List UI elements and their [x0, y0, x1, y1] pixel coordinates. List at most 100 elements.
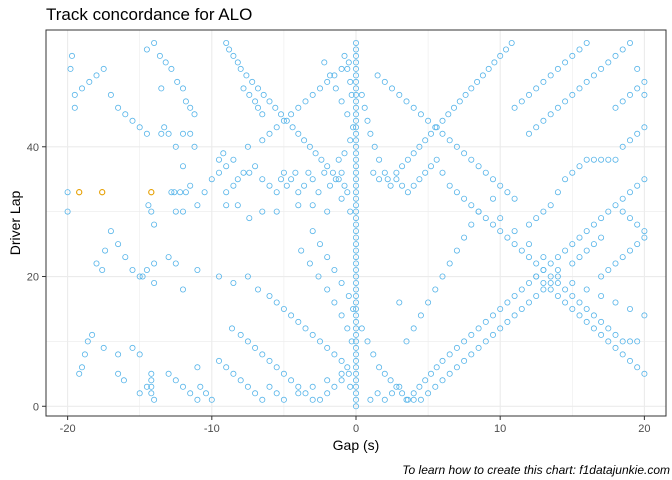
data-point	[215, 357, 222, 364]
data-point	[461, 150, 468, 157]
data-point	[295, 189, 302, 196]
data-point	[338, 169, 345, 176]
data-point	[266, 357, 273, 364]
data-point	[338, 357, 345, 364]
data-point	[352, 137, 359, 144]
data-point	[306, 143, 313, 150]
data-point	[179, 130, 186, 137]
data-point	[425, 117, 432, 124]
data-point	[453, 189, 460, 196]
data-point	[367, 130, 374, 137]
data-point	[627, 137, 634, 144]
data-point	[352, 305, 359, 312]
data-point	[511, 195, 518, 202]
data-point	[288, 377, 295, 384]
data-point	[518, 286, 525, 293]
data-point	[352, 78, 359, 85]
data-point	[283, 117, 290, 124]
data-point	[404, 189, 411, 196]
data-point	[590, 72, 597, 79]
data-point	[302, 390, 309, 397]
data-point	[612, 52, 619, 59]
data-point	[102, 247, 109, 254]
data-point	[439, 273, 446, 280]
data-point	[352, 260, 359, 267]
x-tick-label: -20	[60, 423, 76, 435]
data-point	[540, 117, 547, 124]
data-point	[208, 396, 215, 403]
data-point	[187, 182, 194, 189]
data-point	[266, 130, 273, 137]
data-point	[352, 286, 359, 293]
data-point	[352, 312, 359, 319]
data-point	[627, 40, 634, 47]
data-point	[439, 357, 446, 364]
data-point	[252, 344, 259, 351]
data-point	[627, 91, 634, 98]
data-point	[540, 266, 547, 273]
data-point	[374, 72, 381, 79]
data-point	[312, 150, 319, 157]
data-point	[612, 344, 619, 351]
data-point	[583, 318, 590, 325]
data-point	[468, 85, 475, 92]
data-point	[393, 383, 400, 390]
data-point	[504, 299, 511, 306]
data-point	[554, 279, 561, 286]
data-point	[388, 390, 395, 397]
data-point	[223, 364, 230, 371]
data-point	[273, 189, 280, 196]
data-point	[93, 72, 100, 79]
data-point	[202, 390, 209, 397]
data-point	[619, 254, 626, 261]
data-point	[634, 221, 641, 228]
data-point	[107, 228, 114, 235]
data-point	[446, 260, 453, 267]
data-point	[115, 351, 122, 358]
data-point	[526, 254, 533, 261]
data-point	[450, 104, 457, 111]
data-point	[246, 215, 253, 222]
data-point	[461, 234, 468, 241]
data-point	[234, 176, 241, 183]
data-point	[396, 91, 403, 98]
data-point	[562, 176, 569, 183]
data-point	[197, 383, 204, 390]
data-point	[612, 260, 619, 267]
data-point	[295, 202, 302, 209]
data-point	[634, 364, 641, 371]
data-point	[324, 286, 331, 293]
data-point	[376, 176, 383, 183]
data-point	[295, 130, 302, 137]
data-point	[518, 98, 525, 105]
x-axis: -20 -10 0 10 20	[60, 416, 650, 435]
data-point	[151, 40, 158, 47]
data-point	[489, 221, 496, 228]
data-point	[416, 176, 423, 183]
data-point	[540, 279, 547, 286]
data-point	[145, 202, 152, 209]
data-point	[215, 169, 222, 176]
data-point	[352, 72, 359, 79]
data-point	[259, 137, 266, 144]
data-point	[182, 98, 189, 105]
data-point	[475, 163, 482, 170]
data-point	[107, 91, 114, 98]
data-point	[598, 318, 605, 325]
data-point	[240, 169, 247, 176]
data-point	[187, 390, 194, 397]
data-point	[410, 325, 417, 332]
data-point	[171, 189, 178, 196]
data-point	[364, 338, 371, 345]
data-point	[289, 124, 296, 131]
data-point	[136, 273, 143, 280]
data-point	[194, 202, 201, 209]
data-point	[172, 143, 179, 150]
data-point	[129, 266, 136, 273]
data-point	[345, 292, 352, 299]
data-point	[165, 130, 172, 137]
data-point	[136, 351, 143, 358]
data-point	[347, 137, 354, 144]
data-point	[598, 273, 605, 280]
